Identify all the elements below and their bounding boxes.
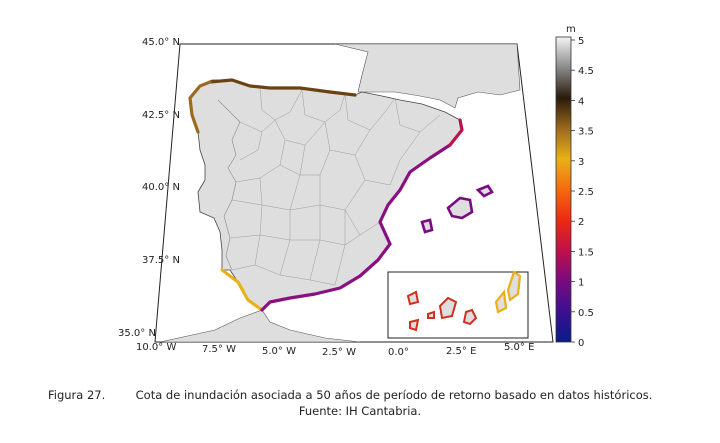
gulf-cadiz-coast — [220, 268, 264, 312]
lat-label: 37.5° N — [142, 255, 180, 266]
lon-label: 2.5° W — [322, 347, 356, 358]
colorbar-tick-label: 3.5 — [578, 127, 594, 138]
lon-label: 0.0° — [388, 347, 409, 358]
colorbar-tick-label: 1 — [578, 278, 584, 289]
lon-label: 5.0° W — [262, 346, 296, 357]
lat-label: 35.0° N — [118, 328, 156, 339]
lon-label: 7.5° W — [202, 344, 236, 355]
province-borders — [229, 87, 441, 286]
catalonia-coast — [448, 118, 464, 147]
lon-label: 2.5° E — [446, 346, 476, 357]
colorbar-tick-label: 0.5 — [578, 308, 594, 319]
lon-labels: 10.0° W 7.5° W 5.0° W 2.5° W 0.0° 2.5° E… — [136, 342, 534, 358]
lat-label: 42.5° N — [142, 110, 180, 121]
colorbar-tick-label: 2.5 — [578, 187, 594, 198]
lat-label: 40.0° N — [142, 182, 180, 193]
colorbar-tick-label: 4 — [578, 96, 584, 107]
figure-source: Fuente: IH Cantabria. — [298, 404, 422, 418]
canary-inset — [387, 270, 529, 339]
mediterranean-coast — [378, 143, 452, 246]
colorbar-tick-label: 1.5 — [578, 247, 594, 258]
africa-land — [159, 309, 361, 342]
colorbar-scale — [555, 36, 572, 343]
galicia-coast — [188, 80, 212, 134]
alboran-coast — [260, 242, 392, 312]
colorbar-tick-label: 3 — [578, 157, 584, 168]
balearic-islands — [420, 184, 494, 234]
colorbar-tick-label: 0 — [578, 338, 584, 349]
figure-title: Cota de inundación asociada a 50 años de… — [135, 388, 653, 402]
colorbar-tick-label: 2 — [578, 217, 584, 228]
colorbar-unit: m — [566, 24, 576, 35]
colorbar-tick-label: 4.5 — [578, 66, 594, 77]
lon-label: 5.0° E — [504, 342, 534, 353]
cantabrian-coast — [208, 78, 357, 97]
france-land — [334, 44, 521, 109]
colorbar: m 5 4.5 4 3.5 3 2.5 2 1.5 1 0.5 0 — [555, 24, 594, 349]
lat-label: 45.0° N — [142, 37, 180, 48]
lon-label: 10.0° W — [136, 342, 176, 353]
portugal-border — [217, 99, 241, 271]
lat-labels: 45.0° N 42.5° N 40.0° N 37.5° N 35.0° N — [118, 37, 180, 339]
colorbar-tick-label: 5 — [578, 36, 584, 47]
figure-label: Figura 27. — [48, 388, 106, 402]
coastline-flood-levels — [188, 78, 464, 312]
